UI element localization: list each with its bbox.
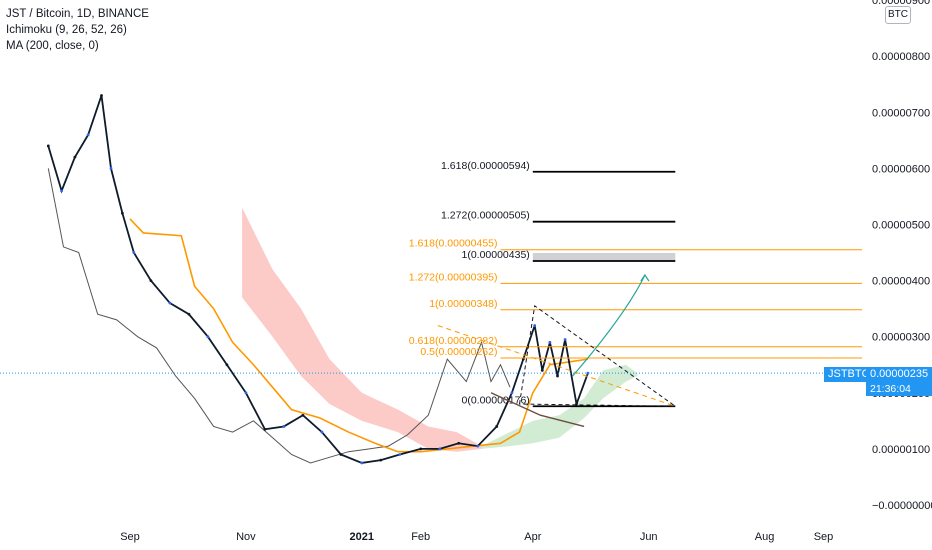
bar-countdown-label: 21:36:04	[866, 382, 932, 396]
price-point	[360, 461, 364, 465]
price-line	[47, 95, 589, 464]
legend-ichimoku[interactable]: Ichimoku (9, 26, 52, 26)	[6, 24, 127, 36]
x-tick-label: Aug	[755, 531, 775, 543]
price-point	[320, 430, 324, 434]
projection-arrow-head	[640, 273, 650, 282]
chart-legend: JST / Bitcoin, 1D, BINANCE Ichimoku (9, …	[6, 6, 149, 54]
x-tick-label: Feb	[411, 531, 430, 543]
price-point	[301, 413, 305, 417]
y-tick-label: 0.00000100	[872, 444, 930, 456]
price-point	[206, 335, 210, 339]
price-point	[457, 441, 461, 445]
price-point	[419, 447, 423, 451]
y-tick-label: 0.00000400	[872, 276, 930, 288]
drawing-tools: 1.618(0.00000455) 1.272(0.00000395) 1(0.00…	[409, 160, 862, 428]
price-point	[60, 189, 63, 193]
price-point	[540, 368, 544, 372]
price-series	[0, 94, 862, 465]
price-point	[379, 458, 383, 462]
y-tick-label: 0.00000700	[872, 107, 930, 119]
price-point	[495, 425, 499, 428]
y-tick-label: 0.00000300	[872, 332, 930, 344]
price-point	[476, 444, 480, 448]
y-tick-label: 0.00000500	[872, 220, 930, 232]
fib-orange-label: 0.5(0.00000262)	[420, 346, 497, 358]
price-point	[225, 363, 229, 367]
fib-orange-label: 1.618(0.00000455)	[409, 238, 498, 250]
legend-symbol[interactable]: JST / Bitcoin, 1D, BINANCE	[6, 8, 149, 20]
x-tick-label: Sep	[814, 531, 834, 543]
legend-ma[interactable]: MA (200, close, 0)	[6, 40, 99, 52]
cloud-red	[242, 207, 482, 452]
last-price-label: 0.00000235	[866, 367, 932, 382]
price-point	[168, 301, 172, 305]
fib-black-label: 1(0.00000435)	[461, 249, 529, 261]
price-point	[263, 427, 267, 431]
price-point	[282, 425, 286, 428]
price-point	[563, 338, 567, 341]
x-tick-label: Jun	[640, 531, 658, 543]
currency-badge[interactable]: BTC	[885, 6, 911, 24]
price-point	[244, 391, 248, 395]
fib-orange-label: 1.272(0.00000395)	[409, 271, 498, 283]
price-point	[438, 447, 442, 451]
lagging-span-line	[47, 168, 511, 464]
price-point	[533, 324, 537, 327]
price-point	[398, 453, 402, 456]
y-tick-label: 0.00000900	[872, 0, 930, 7]
fib-black-band	[532, 252, 676, 261]
y-tick-label: 0.00000600	[872, 163, 930, 175]
ma200-line	[129, 218, 589, 453]
fib-black-label: 1.272(0.00000505)	[441, 210, 530, 222]
time-axis[interactable]: Sep Nov 2021 Feb Apr Jun Aug Sep	[120, 531, 833, 543]
price-point	[548, 340, 552, 344]
price-point	[121, 211, 124, 215]
support-curve	[490, 392, 585, 428]
price-point	[149, 279, 153, 282]
price-point	[86, 133, 90, 137]
price-point	[132, 251, 136, 254]
x-tick-label: 2021	[350, 531, 374, 543]
symbol-price-tag: JSTBTC	[824, 367, 874, 382]
price-point	[100, 94, 103, 97]
orange-trendline	[437, 325, 676, 407]
indicator-lines	[47, 168, 589, 464]
price-point	[46, 144, 50, 148]
price-point	[339, 453, 343, 456]
price-point	[586, 371, 590, 375]
x-tick-label: Nov	[236, 531, 256, 543]
fib-orange-label: 1(0.00000348)	[429, 298, 497, 310]
price-point	[187, 312, 191, 316]
projection-arrow	[572, 274, 646, 377]
price-point	[556, 374, 559, 378]
y-tick-label: 0.00000800	[872, 51, 930, 63]
price-point	[109, 167, 113, 170]
price-axis[interactable]: 0.00000900 0.00000800 0.00000700 0.00000600…	[872, 0, 932, 512]
triangle-pattern	[518, 304, 677, 407]
x-tick-label: Apr	[524, 531, 541, 543]
y-tick-label: −0.00000000	[872, 500, 932, 512]
x-tick-label: Sep	[120, 531, 140, 543]
fib-black-label: 1.618(0.00000594)	[441, 160, 530, 172]
price-point	[510, 391, 514, 395]
price-point	[73, 155, 77, 159]
